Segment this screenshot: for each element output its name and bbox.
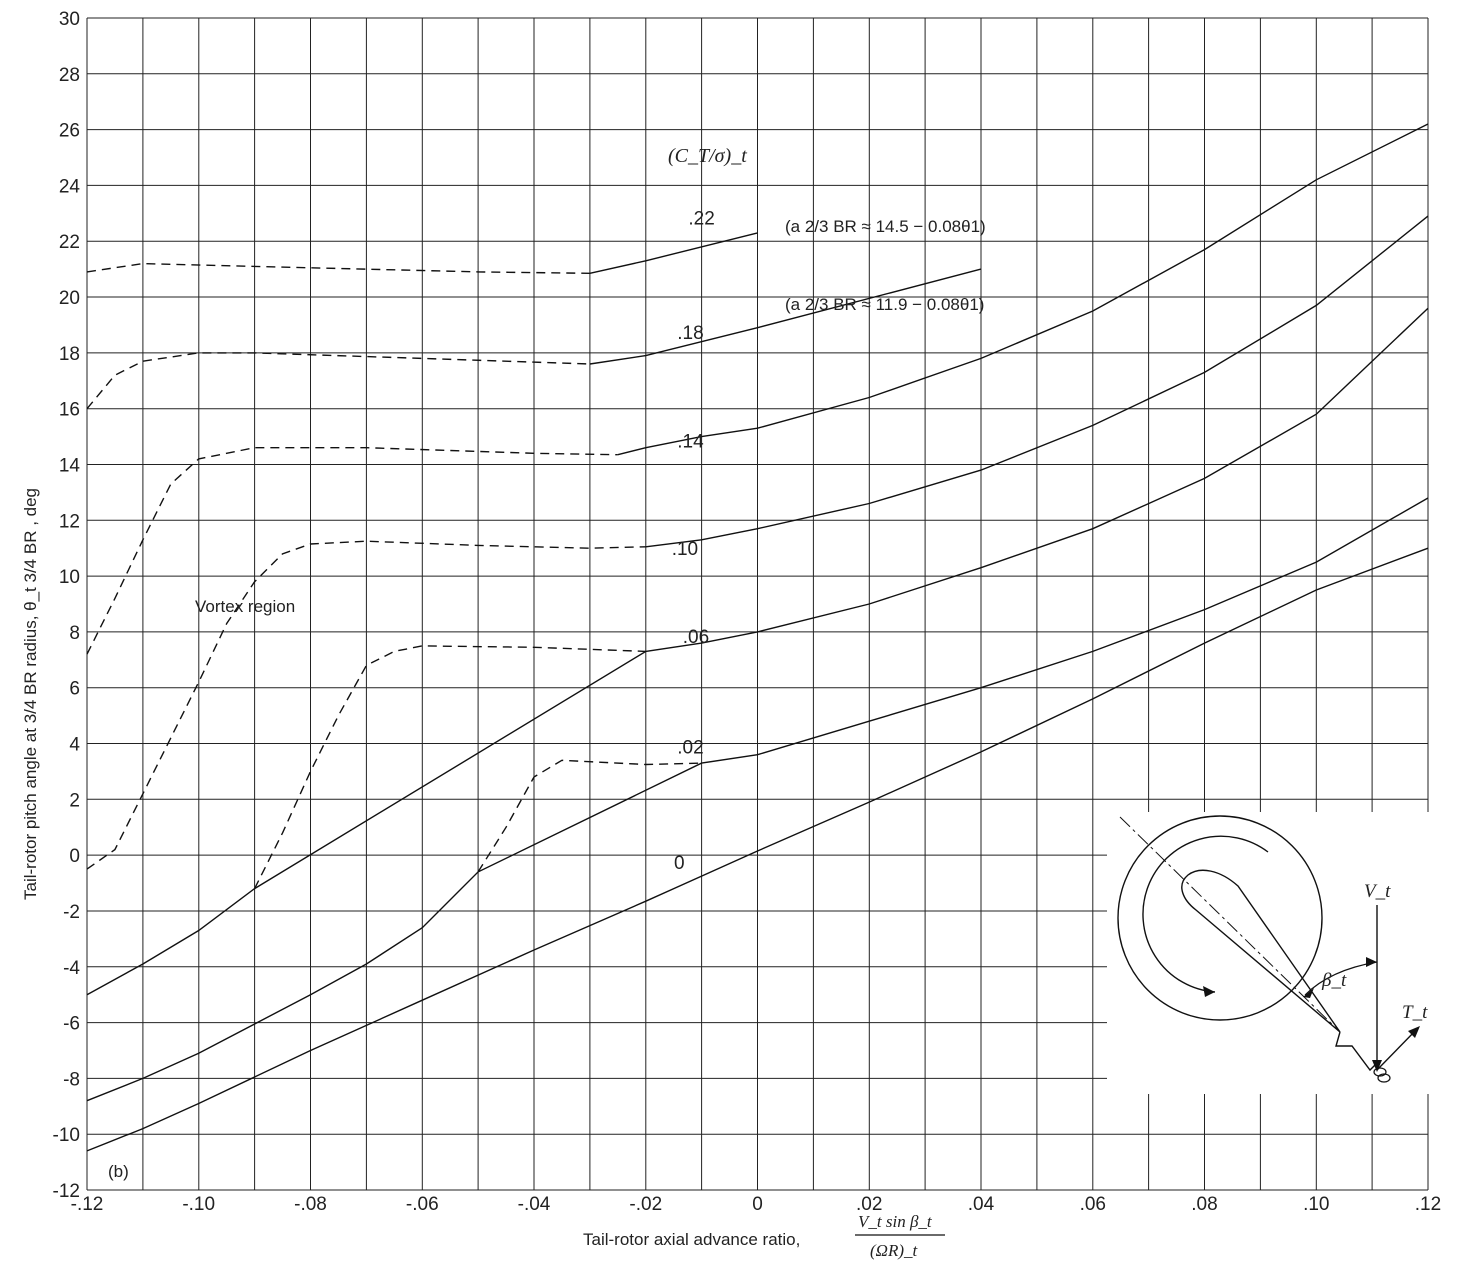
series-label: .06 (683, 627, 709, 648)
x-tick-label: -.06 (406, 1194, 439, 1215)
series-label: .14 (677, 432, 704, 453)
x-tick-label: -.04 (518, 1194, 551, 1215)
x-tick-label: -.10 (182, 1194, 215, 1215)
inset-hub-lobe-b (1377, 1073, 1391, 1083)
panel-label: (b) (108, 1162, 129, 1181)
y-tick-label: 28 (59, 65, 80, 86)
x-tick-label: .04 (968, 1194, 995, 1215)
x-tick-label: .12 (1415, 1194, 1441, 1215)
inset-thrust-vector (1376, 1027, 1419, 1071)
legend-title: (C_T/σ)_t (668, 145, 747, 167)
y-tick-label: -12 (53, 1181, 80, 1202)
note-upper: (a 2/3 BR ≈ 14.5 − 0.08θ1) (785, 217, 986, 236)
x-tick-label: -.08 (294, 1194, 327, 1215)
vortex-region-label: Vortex region (195, 597, 295, 616)
x-tick-label: -.02 (629, 1194, 662, 1215)
inset-thrust-arrowhead (1408, 1026, 1420, 1038)
series-solid-line (617, 123, 1429, 456)
y-tick-label: 6 (69, 679, 80, 700)
series-dashed-line (86, 352, 590, 410)
inset-background (1107, 812, 1432, 1094)
y-tick-label: -2 (63, 902, 80, 923)
x-axis-fraction-denominator: (ΩR)_t (870, 1241, 919, 1260)
inset-velocity-label: V_t (1364, 881, 1391, 902)
series-label: 0 (674, 853, 685, 874)
rotor-inset-diagram: V_t β_t T_t (1107, 812, 1432, 1094)
inset-rotation-arrow-arc (1142, 835, 1269, 993)
inset-beta-arrowhead-right (1366, 957, 1377, 967)
x-tick-label: 0 (752, 1194, 763, 1215)
series-label: .02 (677, 737, 703, 758)
x-axis-title: Tail-rotor axial advance ratio, (583, 1230, 800, 1249)
y-tick-label: -8 (63, 1069, 80, 1090)
inset-blade-root (1335, 1031, 1379, 1072)
y-tick-label: 22 (59, 232, 80, 253)
y-tick-label: 16 (59, 400, 80, 421)
series-label: .10 (672, 539, 698, 560)
y-tick-labels: -12-10-8-6-4-202468101214161820222426283… (53, 9, 81, 1202)
y-tick-label: -6 (63, 1014, 80, 1035)
y-tick-label: -10 (53, 1125, 80, 1146)
series-label: .22 (688, 209, 714, 230)
inset-thrust-label: T_t (1402, 1002, 1428, 1023)
inset-angle-label: β_t (1321, 970, 1347, 991)
x-axis-fraction-numerator: V_t sin β_t (858, 1212, 933, 1231)
y-tick-label: 24 (59, 176, 81, 197)
y-tick-label: 2 (69, 790, 80, 811)
series-dashed-line (86, 262, 590, 274)
series-dashed-line (253, 645, 646, 889)
y-tick-label: 14 (59, 456, 81, 477)
inset-beta-arrowhead-left (1303, 988, 1314, 998)
y-tick-label: 12 (59, 511, 80, 532)
series-solid-line (86, 307, 1429, 996)
note-lower: (a 2/3 BR ≈ 11.9 − 0.08θ1) (785, 295, 984, 314)
y-tick-label: 8 (69, 623, 80, 644)
y-tick-label: 10 (59, 567, 80, 588)
x-tick-label: .10 (1303, 1194, 1329, 1215)
series-label: .18 (677, 323, 703, 344)
y-tick-label: 18 (59, 344, 80, 365)
y-tick-label: 30 (59, 9, 80, 30)
x-tick-label: .08 (1191, 1194, 1217, 1215)
inset-rotor-disc-circle (1117, 815, 1323, 1021)
series-solid-line (645, 215, 1429, 548)
y-axis-title: Tail-rotor pitch angle at 3/4 BR radius,… (21, 488, 40, 900)
inset-velocity-arrowhead (1372, 1060, 1382, 1072)
series-labels: .22 .18 .14 .10 .06 .02 0 (672, 209, 715, 875)
series-solid-line (589, 232, 758, 274)
x-tick-label: .06 (1080, 1194, 1106, 1215)
x-tick-label: -.12 (71, 1194, 104, 1215)
y-tick-label: 20 (59, 288, 80, 309)
series-dashed-line (86, 540, 646, 870)
series-lines (86, 123, 1429, 1152)
inset-hub-lobe-a (1373, 1067, 1387, 1077)
series-solid-line (86, 547, 1429, 1152)
inset-rotation-arrowhead (1203, 986, 1215, 997)
series-dashed-line (86, 447, 618, 655)
y-tick-label: 26 (59, 121, 80, 142)
y-tick-label: 4 (69, 735, 80, 756)
y-tick-label: -4 (63, 958, 80, 979)
inset-axis-line (1119, 816, 1341, 1033)
y-tick-label: 0 (69, 846, 80, 867)
series-solid-line (86, 497, 1429, 1102)
series-solid-line (589, 268, 982, 365)
x-tick-label: .02 (856, 1194, 882, 1215)
series-dashed-line (477, 759, 702, 873)
x-tick-labels: -.12 -.10 -.08 -.06 -.04 -.02 0 .02 .04 .06 .08 .10… (71, 1194, 1442, 1215)
